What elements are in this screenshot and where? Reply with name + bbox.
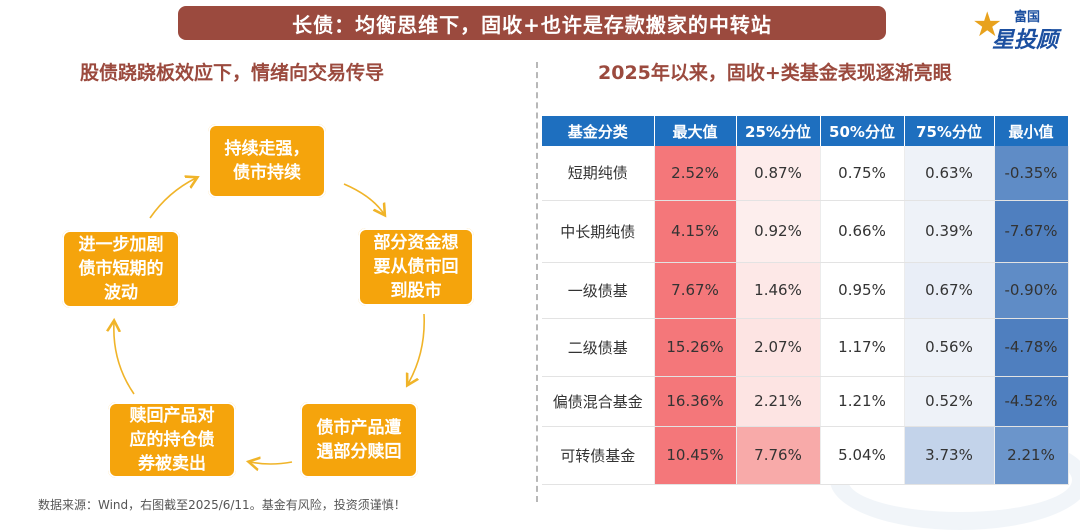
cycle-node-4-line-3: 券被卖出	[138, 454, 206, 474]
cycle-node-1-line-2: 债市持续	[233, 163, 301, 183]
row-value-cell: -7.67%	[994, 200, 1069, 263]
row-value-cell: 2.21%	[994, 426, 1069, 485]
cycle-node-5-line-1: 进一步加剧	[78, 235, 164, 255]
header-p25: 25%分位	[736, 116, 821, 146]
star-icon: ★	[972, 5, 1003, 45]
arrow-3-4	[250, 462, 293, 464]
logo-top-text: 富国	[1014, 10, 1041, 25]
row-value-cell: 2.21%	[736, 376, 821, 427]
cycle-node-3: 债市产品遭 遇部分赎回	[300, 402, 418, 478]
row-value-cell: 0.39%	[904, 200, 995, 263]
cycle-node-2-line-1: 部分资金想	[373, 233, 459, 253]
cycle-arrows	[0, 0, 425, 519]
brand-logo: ★ 富国 星投顾	[968, 4, 1068, 53]
header-p75: 75%分位	[904, 116, 995, 146]
row-value-cell: 3.73%	[904, 426, 995, 485]
row-value-cell: 0.87%	[736, 146, 821, 201]
data-source-note: 数据来源：Wind，右图截至2025/6/11。基金有风险，投资须谨慎！	[38, 498, 406, 512]
row-category-cell: 可转债基金	[542, 426, 655, 485]
cycle-node-2-line-3: 到股市	[390, 281, 442, 301]
row-category-cell: 中长期纯债	[542, 200, 655, 263]
row-value-cell: 15.26%	[654, 318, 737, 377]
cycle-diagram: 持续走强， 债市持续 部分资金想 要从债市回 到股市 债市产品遭 遇部分赎回 赎…	[0, 0, 536, 519]
logo-bottom-text: 星投顾	[992, 28, 1059, 53]
arrow-1-2	[343, 183, 384, 214]
arrow-4-5	[114, 322, 135, 395]
table-row: 一级债基 7.67% 1.46% 0.95% 0.67% -0.90%	[542, 262, 1069, 319]
header-max: 最大值	[654, 116, 737, 146]
header-p50: 50%分位	[820, 116, 905, 146]
cycle-node-2: 部分资金想 要从债市回 到股市	[358, 228, 474, 306]
cycle-node-4: 赎回产品对 应的持仓债 券被卖出	[108, 402, 236, 478]
row-value-cell: -0.90%	[994, 262, 1069, 319]
table-row: 二级债基 15.26% 2.07% 1.17% 0.56% -4.78%	[542, 318, 1069, 377]
table-header-row: 基金分类 最大值 25%分位 50%分位 75%分位 最小值	[542, 116, 1069, 146]
row-value-cell: 1.21%	[820, 376, 905, 427]
row-category-cell: 二级债基	[542, 318, 655, 377]
cycle-node-3-line-1: 债市产品遭	[316, 418, 402, 438]
row-value-cell: 5.04%	[820, 426, 905, 485]
row-value-cell: 0.56%	[904, 318, 995, 377]
cycle-node-1-line-1: 持续走强，	[224, 139, 310, 159]
cycle-node-3-line-2: 遇部分赎回	[316, 442, 402, 462]
fund-performance-table: 基金分类 最大值 25%分位 50%分位 75%分位 最小值 短期纯债 2.52%…	[542, 116, 1069, 485]
row-value-cell: 2.52%	[654, 146, 737, 201]
cycle-node-1: 持续走强， 债市持续	[208, 124, 326, 198]
arrow-2-3	[408, 313, 425, 384]
left-subtitle: 股债跷跷板效应下，情绪向交易传导	[80, 62, 385, 84]
row-value-cell: 0.66%	[820, 200, 905, 263]
cycle-node-4-line-2: 应的持仓债	[129, 430, 215, 450]
banner-title: 长债：均衡思维下，固收+也许是存款搬家的中转站	[178, 6, 886, 40]
section-divider	[536, 62, 538, 502]
cycle-node-2-line-2: 要从债市回	[373, 257, 459, 277]
row-value-cell: 0.63%	[904, 146, 995, 201]
row-category-cell: 偏债混合基金	[542, 376, 655, 427]
row-value-cell: 2.07%	[736, 318, 821, 377]
table-row: 短期纯债 2.52% 0.87% 0.75% 0.63% -0.35%	[542, 146, 1069, 201]
row-value-cell: 7.67%	[654, 262, 737, 319]
row-value-cell: 0.75%	[820, 146, 905, 201]
row-category-cell: 短期纯债	[542, 146, 655, 201]
row-value-cell: 1.46%	[736, 262, 821, 319]
row-value-cell: 1.17%	[820, 318, 905, 377]
cycle-node-5-line-2: 债市短期的	[78, 259, 164, 279]
row-value-cell: 0.52%	[904, 376, 995, 427]
row-value-cell: 7.76%	[736, 426, 821, 485]
row-value-cell: 10.45%	[654, 426, 737, 485]
arrow-5-1	[149, 178, 196, 219]
row-value-cell: 0.92%	[736, 200, 821, 263]
table-row: 偏债混合基金 16.36% 2.21% 1.21% 0.52% -4.52%	[542, 376, 1069, 427]
cycle-node-4-line-1: 赎回产品对	[129, 406, 215, 426]
table-row: 可转债基金 10.45% 7.76% 5.04% 3.73% 2.21%	[542, 426, 1069, 485]
row-value-cell: -4.78%	[994, 318, 1069, 377]
table-row: 中长期纯债 4.15% 0.92% 0.66% 0.39% -7.67%	[542, 200, 1069, 263]
row-category-cell: 一级债基	[542, 262, 655, 319]
row-value-cell: 0.67%	[904, 262, 995, 319]
cycle-node-5: 进一步加剧 债市短期的 波动	[62, 230, 180, 308]
row-value-cell: 4.15%	[654, 200, 737, 263]
cycle-node-5-line-3: 波动	[104, 283, 138, 303]
row-value-cell: 16.36%	[654, 376, 737, 427]
row-value-cell: 0.95%	[820, 262, 905, 319]
header-min: 最小值	[994, 116, 1069, 146]
row-value-cell: -4.52%	[994, 376, 1069, 427]
header-category: 基金分类	[542, 116, 655, 146]
row-value-cell: -0.35%	[994, 146, 1069, 201]
right-subtitle: 2025年以来，固收+类基金表现逐渐亮眼	[598, 62, 952, 84]
